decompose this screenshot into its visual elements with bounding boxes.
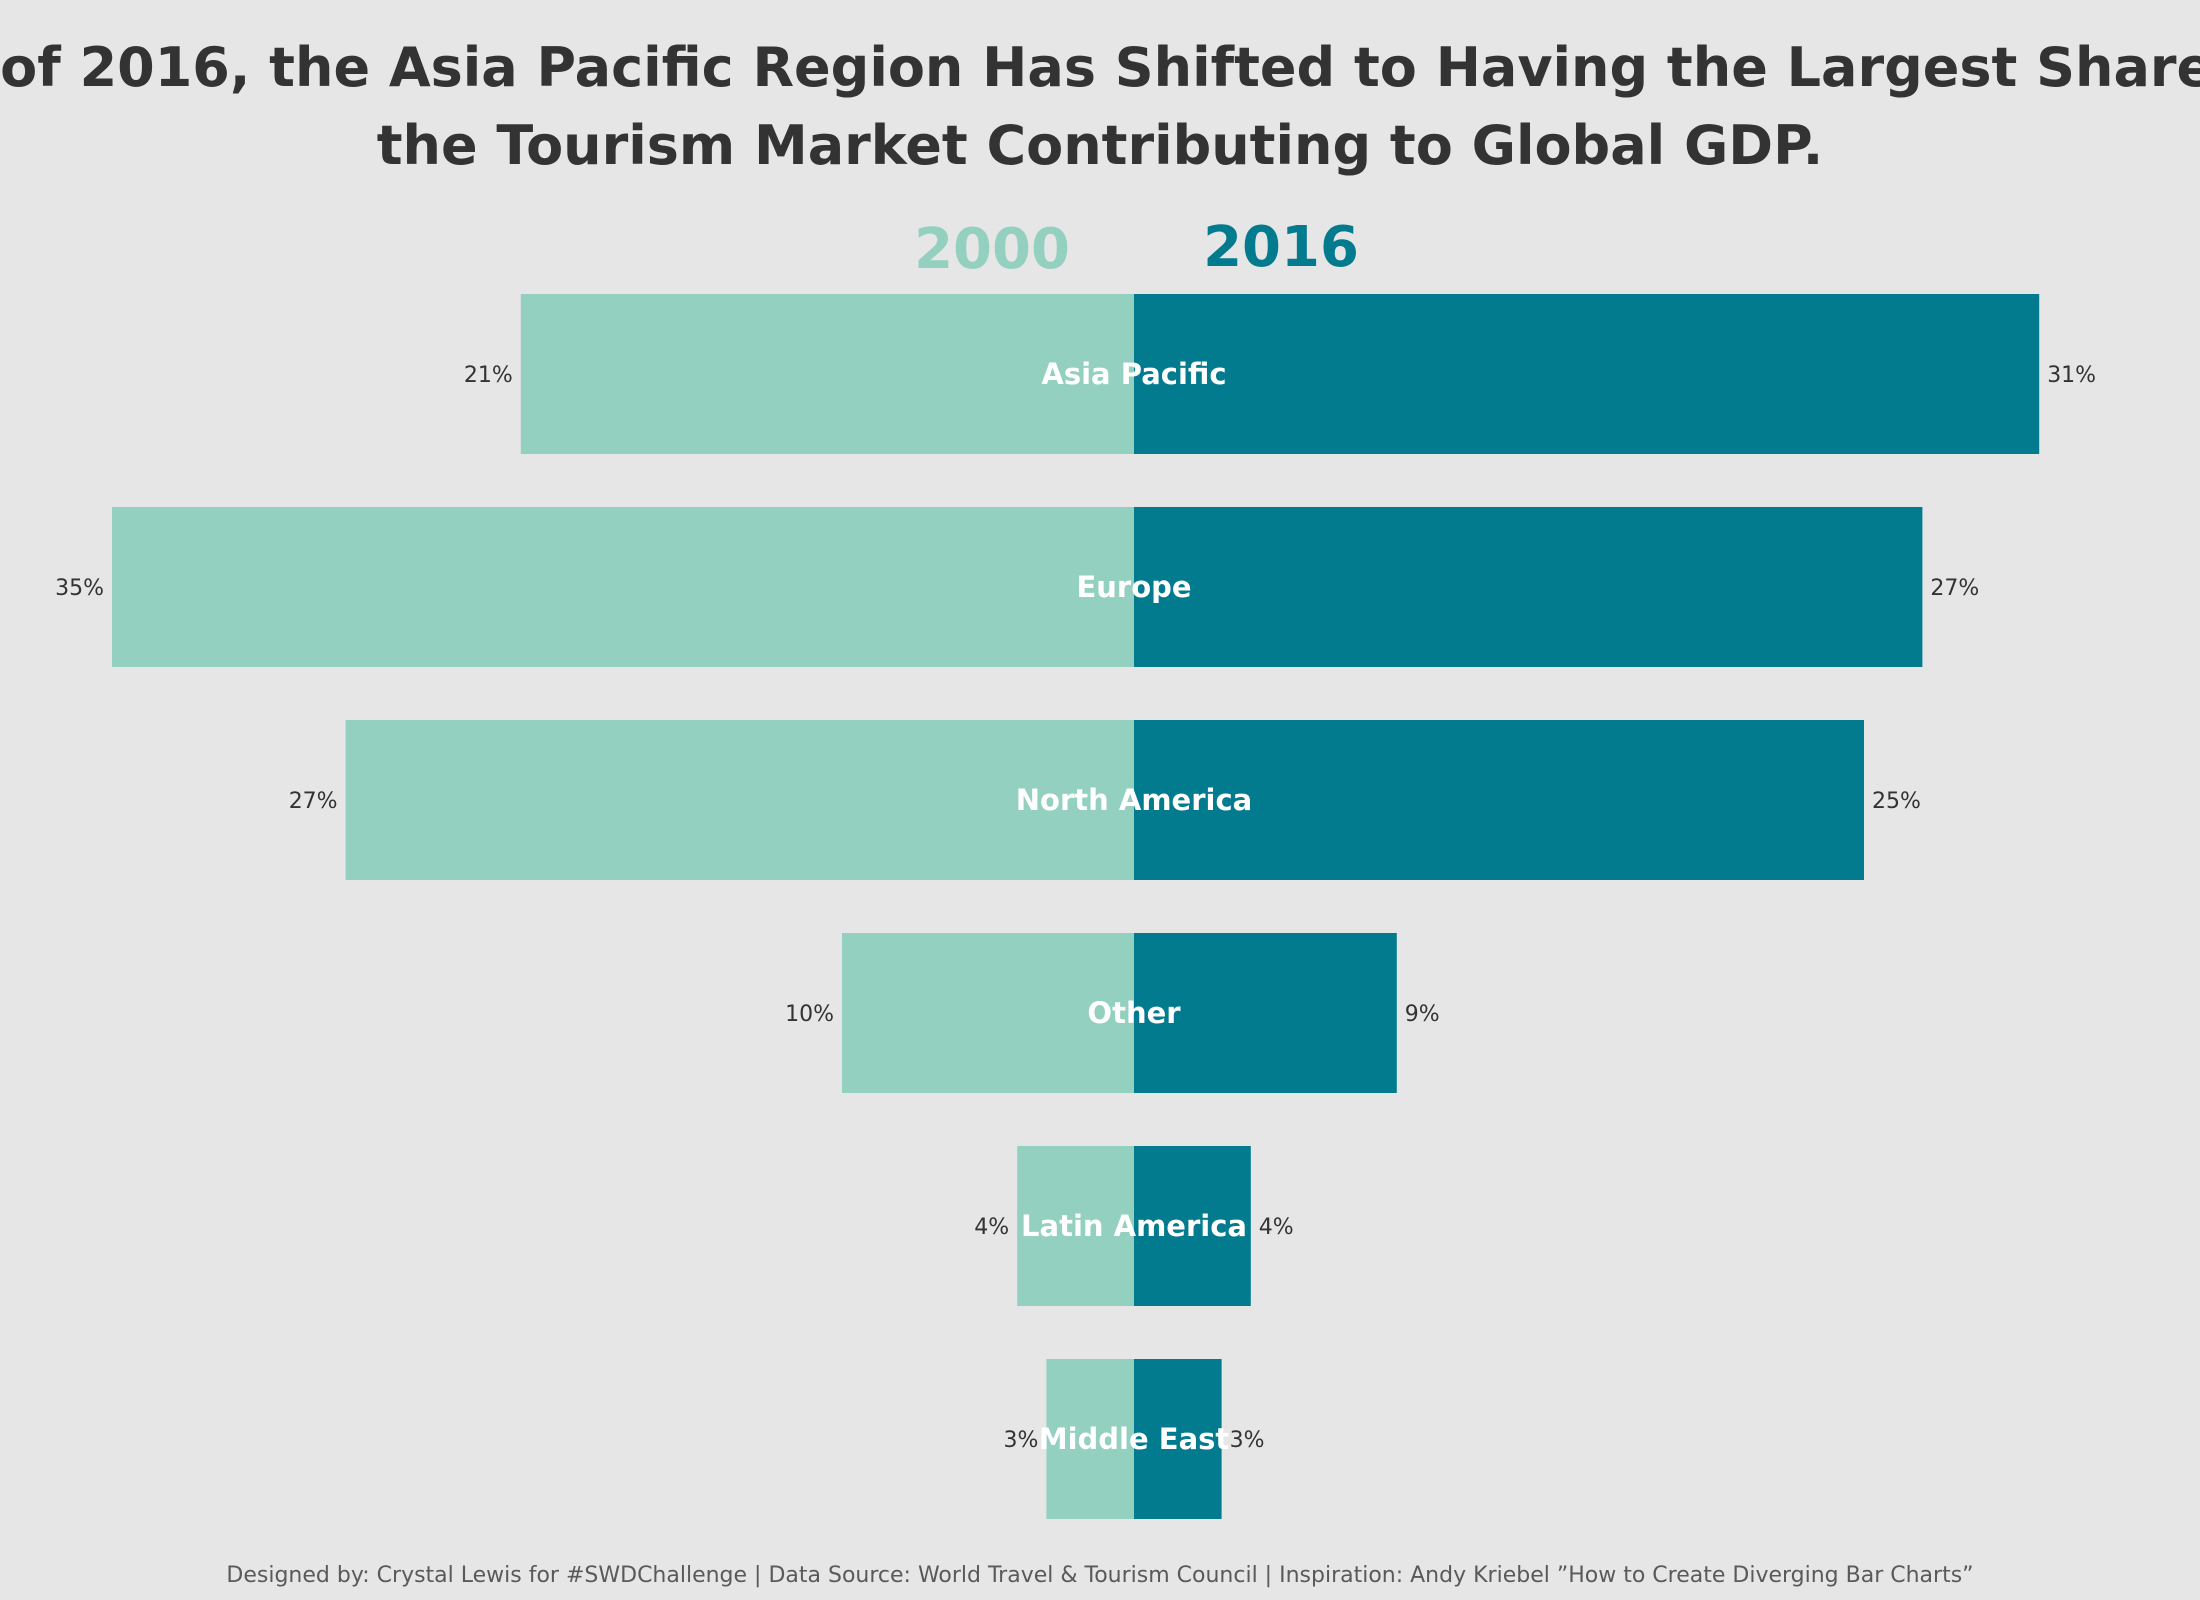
value-label-2016-asia-pacific: 31%	[2047, 363, 2096, 388]
legend-year-2000: 2000	[914, 217, 1070, 282]
value-label-2000-asia-pacific: 21%	[464, 363, 513, 388]
category-label-other: Other	[1087, 996, 1181, 1030]
value-label-2016-europe: 27%	[1930, 576, 1979, 601]
value-label-2016-other: 9%	[1405, 1002, 1440, 1027]
value-label-2016-north-america: 25%	[1872, 789, 1921, 814]
bar-2016-north-america	[1134, 720, 1864, 880]
bar-2000-middle-east	[1046, 1359, 1134, 1519]
category-label-europe: Europe	[1076, 570, 1191, 604]
bar-2000-latin-america	[1017, 1146, 1134, 1306]
value-label-2000-middle-east: 3%	[1003, 1428, 1038, 1453]
legend-year-2016: 2016	[1203, 215, 1359, 280]
category-label-north-america: North America	[1016, 783, 1252, 817]
bar-group: 21% 31% Asia Pacific 35% 27% Europe 27% 25% Nort…	[55, 294, 2096, 1519]
bar-2016-middle-east	[1134, 1359, 1222, 1519]
bar-2000-asia-pacific	[520, 294, 1134, 454]
bar-2016-asia-pacific	[1134, 294, 2040, 454]
bar-2016-latin-america	[1134, 1146, 1251, 1306]
value-label-2000-other: 10%	[785, 1002, 834, 1027]
category-label-asia-pacific: Asia Pacific	[1041, 357, 1226, 391]
bar-2016-europe	[1134, 507, 1923, 667]
value-label-2016-middle-east: 3%	[1230, 1428, 1265, 1453]
value-label-2000-north-america: 27%	[289, 789, 338, 814]
chart-title-line-1: As of 2016, the Asia Pacific Region Has …	[0, 36, 2200, 99]
footer-credit: Designed by: Crystal Lewis for #SWDChall…	[226, 1563, 1973, 1588]
bar-2016-other	[1134, 933, 1397, 1093]
value-label-2016-latin-america: 4%	[1259, 1215, 1294, 1240]
category-label-middle-east: Middle East	[1039, 1422, 1230, 1456]
category-label-latin-america: Latin America	[1021, 1209, 1247, 1243]
value-label-2000-latin-america: 4%	[974, 1215, 1009, 1240]
chart-title-line-2: the Tourism Market Contributing to Globa…	[377, 114, 1824, 177]
bar-2000-europe	[112, 507, 1134, 667]
bar-2000-north-america	[345, 720, 1135, 880]
bar-2000-other	[842, 933, 1134, 1093]
value-label-2000-europe: 35%	[55, 576, 104, 601]
